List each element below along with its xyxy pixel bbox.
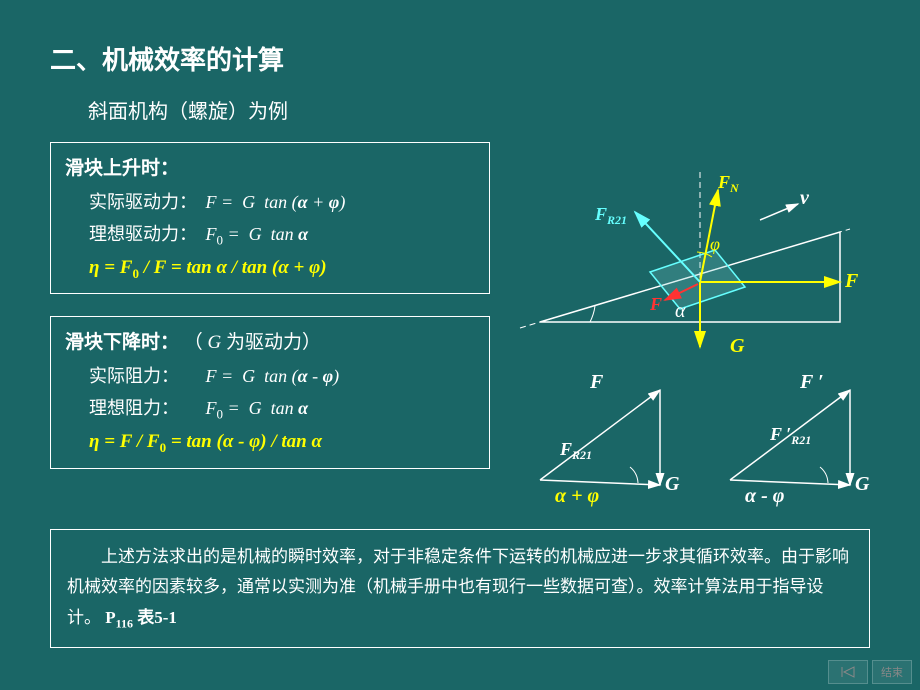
- main-diagram: FN FR21 G F F v α φ: [500, 142, 860, 352]
- box1-line1-label: 实际驱动力：: [89, 188, 201, 214]
- box-ascending: 滑块上升时： 实际驱动力： F = G tan (α + φ) 理想驱动力： F…: [50, 142, 490, 294]
- box1-line2-label: 理想驱动力：: [89, 220, 201, 246]
- section-subtitle: 斜面机构（螺旋）为例: [88, 95, 870, 124]
- footer-text: 上述方法求出的是机械的瞬时效率，对于非稳定条件下运转的机械应进一步求其循环效率。…: [67, 547, 849, 627]
- box2-line1: 实际阻力： F = G tan (α - φ): [89, 362, 475, 388]
- triangle-right: F ′ G F ′R21 α - φ: [700, 370, 870, 510]
- svg-text:G: G: [730, 335, 745, 357]
- svg-text:FN: FN: [717, 172, 740, 195]
- svg-text:FR21: FR21: [594, 204, 627, 227]
- slide: 二、机械效率的计算 斜面机构（螺旋）为例 滑块上升时： 实际驱动力： F = G…: [0, 0, 920, 690]
- svg-text:α + φ: α + φ: [555, 485, 599, 507]
- box2-eta: η = F / F0 = tan (α - φ) / tan α: [89, 431, 475, 456]
- right-column: FN FR21 G F F v α φ: [500, 142, 870, 510]
- svg-text:F: F: [589, 371, 604, 393]
- box2-heading-paren: （ G 为驱动力）: [184, 332, 321, 353]
- box2-heading: 滑块下降时： （ G 为驱动力）: [65, 327, 475, 354]
- svg-text:α: α: [675, 300, 686, 322]
- box2-line2: 理想阻力： F0 = G tan α: [89, 394, 475, 423]
- box2-line1-label: 实际阻力：: [89, 362, 201, 388]
- end-button[interactable]: 结束: [872, 660, 912, 684]
- left-column: 滑块上升时： 实际驱动力： F = G tan (α + φ) 理想驱动力： F…: [50, 142, 490, 510]
- svg-text:v: v: [800, 187, 810, 209]
- box1-line1-eq: F = G tan (α + φ): [206, 192, 346, 212]
- svg-text:F: F: [844, 270, 859, 292]
- box1-line2-eq: F0 = G tan α: [206, 224, 309, 244]
- box2-line2-label: 理想阻力：: [89, 394, 201, 420]
- svg-text:F ′R21: F ′R21: [769, 424, 811, 447]
- nav-buttons: 结束: [828, 660, 912, 684]
- box2-line1-eq: F = G tan (α - φ): [206, 366, 340, 386]
- prev-icon: [840, 666, 856, 678]
- box2-line2-eq: F0 = G tan α: [206, 398, 309, 418]
- box2-heading-text: 滑块下降时：: [65, 332, 179, 353]
- svg-text:α - φ: α - φ: [745, 485, 784, 507]
- svg-text:φ: φ: [710, 234, 720, 254]
- svg-text:G: G: [855, 473, 870, 495]
- footer-page-ref: P116 表5-1: [105, 608, 177, 627]
- box1-line1: 实际驱动力： F = G tan (α + φ): [89, 188, 475, 214]
- vector-triangles: F G FR21 α + φ F ′ G F: [510, 370, 870, 510]
- incline-svg: FN FR21 G F F v α φ: [500, 142, 860, 362]
- svg-text:F ′: F ′: [799, 371, 824, 393]
- section-title: 二、机械效率的计算: [50, 40, 870, 77]
- svg-text:FR21: FR21: [559, 439, 592, 462]
- box1-eta: η = F0 / F = tan α / tan (α + φ): [89, 257, 475, 282]
- triangle-left: F G FR21 α + φ: [510, 370, 680, 510]
- prev-button[interactable]: [828, 660, 868, 684]
- content-row: 滑块上升时： 实际驱动力： F = G tan (α + φ) 理想驱动力： F…: [50, 142, 870, 510]
- svg-text:F: F: [649, 294, 662, 314]
- box-descending: 滑块下降时： （ G 为驱动力） 实际阻力： F = G tan (α - φ)…: [50, 316, 490, 468]
- box1-line2: 理想驱动力： F0 = G tan α: [89, 220, 475, 249]
- box1-heading: 滑块上升时：: [65, 153, 475, 180]
- footer-note: 上述方法求出的是机械的瞬时效率，对于非稳定条件下运转的机械应进一步求其循环效率。…: [50, 529, 870, 648]
- svg-text:G: G: [665, 473, 680, 495]
